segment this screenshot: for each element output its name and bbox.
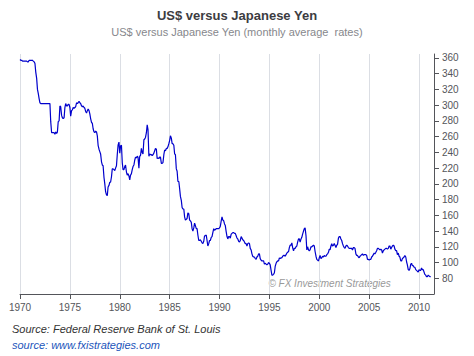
svg-text:240: 240: [442, 147, 459, 158]
svg-text:US$ versus Japanese Yen (month: US$ versus Japanese Yen (monthly average…: [111, 26, 362, 38]
svg-text:1985: 1985: [159, 302, 182, 313]
svg-text:160: 160: [442, 210, 459, 221]
svg-text:180: 180: [442, 194, 459, 205]
svg-text:200: 200: [442, 178, 459, 189]
svg-text:300: 300: [442, 100, 459, 111]
svg-text:320: 320: [442, 84, 459, 95]
svg-text:2000: 2000: [308, 302, 331, 313]
svg-text:360: 360: [442, 52, 459, 63]
svg-text:280: 280: [442, 115, 459, 126]
svg-text:1975: 1975: [59, 302, 82, 313]
svg-text:source: www.fxistrategies.com: source: www.fxistrategies.com: [12, 339, 160, 351]
svg-text:220: 220: [442, 163, 459, 174]
svg-text:1990: 1990: [208, 302, 231, 313]
svg-text:120: 120: [442, 241, 459, 252]
svg-text:1980: 1980: [109, 302, 132, 313]
svg-text:140: 140: [442, 226, 459, 237]
svg-text:2010: 2010: [408, 302, 431, 313]
svg-text:100: 100: [442, 257, 459, 268]
svg-text:US$ versus Japanese Yen: US$ versus Japanese Yen: [157, 8, 317, 23]
svg-text:260: 260: [442, 131, 459, 142]
svg-text:80: 80: [442, 273, 454, 284]
svg-text:Source: Federal Reserve Bank o: Source: Federal Reserve Bank of St. Loui…: [12, 323, 221, 335]
svg-text:340: 340: [442, 68, 459, 79]
svg-text:© FX Investment Strategies: © FX Investment Strategies: [268, 278, 390, 289]
svg-text:2005: 2005: [358, 302, 381, 313]
svg-text:1995: 1995: [258, 302, 281, 313]
svg-text:1970: 1970: [9, 302, 32, 313]
